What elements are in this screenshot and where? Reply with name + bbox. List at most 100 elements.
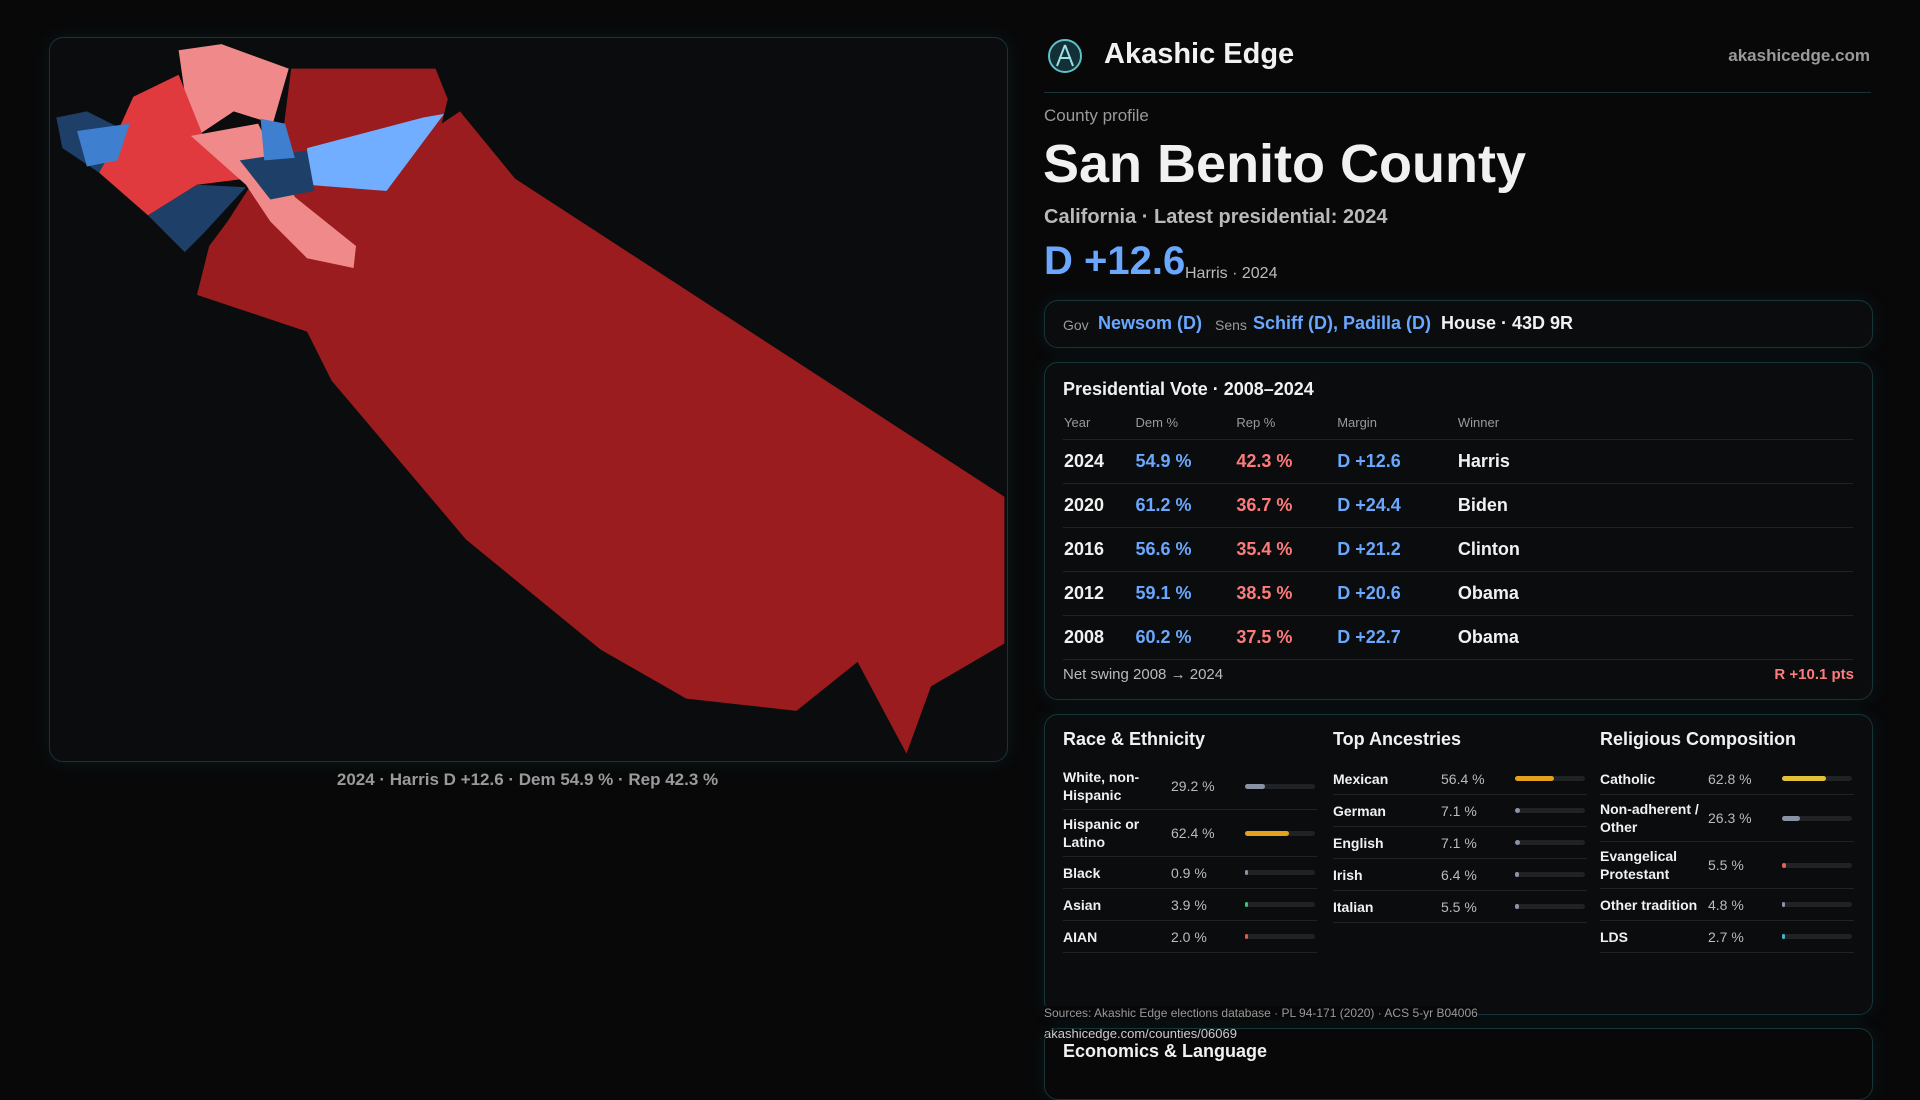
row-value: 3.9 % bbox=[1171, 896, 1207, 913]
bar bbox=[1245, 783, 1266, 789]
precinct bbox=[178, 44, 289, 136]
precinct bbox=[196, 68, 1005, 754]
table-cell: Obama bbox=[1456, 615, 1853, 660]
demographic-row: German 7.1 % bbox=[1333, 795, 1587, 827]
demographic-row: White, non-Hispanic 29.2 % bbox=[1063, 763, 1317, 810]
sens: Schiff (D), Padilla (D) bbox=[1253, 313, 1432, 333]
precinct bbox=[239, 150, 315, 200]
bar-track bbox=[1245, 830, 1315, 836]
bar-track bbox=[1782, 815, 1852, 821]
county-map[interactable] bbox=[50, 38, 1007, 761]
economics-panel: Economics & Language bbox=[1044, 1028, 1873, 1100]
table-cell: 61.2 % bbox=[1134, 483, 1236, 528]
bar bbox=[1782, 815, 1801, 821]
bar bbox=[1515, 776, 1555, 781]
row-label: Catholic bbox=[1600, 770, 1656, 787]
column-header: Margin bbox=[1336, 405, 1457, 440]
row-value: 62.4 % bbox=[1171, 825, 1215, 841]
table-row: 2012 59.1 % 38.5 % D +20.6 Obama bbox=[1063, 571, 1853, 616]
source-url[interactable]: akashicedge.com/counties/06069 bbox=[1044, 1026, 1237, 1041]
table-cell: 59.1 % bbox=[1134, 571, 1236, 616]
table-cell: 38.5 % bbox=[1235, 571, 1337, 616]
bar bbox=[1782, 902, 1786, 907]
bar-track bbox=[1782, 902, 1852, 907]
table-cell: Biden bbox=[1456, 483, 1853, 528]
bar bbox=[1245, 870, 1248, 875]
eyebrow: County profile bbox=[1044, 106, 1149, 125]
bar-track bbox=[1245, 870, 1315, 875]
row-label: German bbox=[1333, 802, 1386, 819]
net-swing-label: Net swing 2008 → 2024 bbox=[1063, 666, 1224, 683]
table-cell: 37.5 % bbox=[1235, 615, 1337, 660]
row-value: 7.1 % bbox=[1441, 834, 1477, 851]
bar bbox=[1782, 934, 1785, 939]
column-title: Religious Composition bbox=[1600, 729, 1796, 749]
bar bbox=[1782, 776, 1826, 781]
bar-track bbox=[1245, 902, 1315, 907]
sources: Sources: Akashic Edge elections database… bbox=[1044, 1006, 1478, 1020]
bar bbox=[1782, 862, 1786, 868]
subtitle: California · Latest presidential: 2024 bbox=[1044, 206, 1388, 228]
demographic-row: Catholic 62.8 % bbox=[1600, 763, 1854, 795]
bar-track bbox=[1515, 808, 1585, 813]
demographic-row: Asian 3.9 % bbox=[1063, 889, 1317, 921]
demographic-row: Other tradition 4.8 % bbox=[1600, 889, 1854, 921]
table-cell: 2016 bbox=[1063, 527, 1135, 572]
table-cell: D +20.6 bbox=[1336, 571, 1457, 616]
row-label: Mexican bbox=[1333, 770, 1389, 787]
brand-name: Akashic Edge bbox=[1104, 38, 1295, 70]
column-header: Winner bbox=[1456, 405, 1853, 440]
demographic-row: Evangelical Protestant 5.5 % bbox=[1600, 842, 1854, 889]
bar-track bbox=[1782, 776, 1852, 781]
bar bbox=[1245, 934, 1248, 939]
bar bbox=[1245, 902, 1248, 907]
row-value: 4.8 % bbox=[1708, 896, 1744, 913]
row-value: 62.8 % bbox=[1708, 770, 1752, 787]
precinct bbox=[260, 118, 295, 161]
margin-note: Harris · 2024 bbox=[1185, 265, 1278, 282]
demographic-row: Hispanic or Latino 62.4 % bbox=[1063, 810, 1317, 857]
row-label: Black bbox=[1063, 864, 1101, 881]
sens-label: Sens bbox=[1215, 317, 1247, 333]
demographic-row: Mexican 56.4 % bbox=[1333, 763, 1587, 795]
row-value: 2.7 % bbox=[1708, 928, 1744, 945]
precinct bbox=[148, 184, 246, 253]
bar-track bbox=[1245, 783, 1315, 789]
site-link[interactable]: akashicedge.com bbox=[1728, 46, 1870, 65]
table-cell: 42.3 % bbox=[1235, 439, 1337, 484]
bar-track bbox=[1782, 862, 1852, 868]
presidential-panel: Presidential Vote · 2008–2024 Year Dem % R… bbox=[1044, 362, 1873, 700]
bar bbox=[1515, 872, 1520, 877]
table-title: Presidential Vote · 2008–2024 bbox=[1063, 379, 1314, 399]
bar-track bbox=[1245, 934, 1315, 939]
demographic-row: LDS 2.7 % bbox=[1600, 921, 1854, 953]
column-header: Year bbox=[1063, 405, 1135, 440]
table-cell: 2012 bbox=[1063, 571, 1135, 616]
demographic-row: Black 0.9 % bbox=[1063, 857, 1317, 889]
table-row: 2008 60.2 % 37.5 % D +22.7 Obama bbox=[1063, 615, 1853, 660]
brand-logo bbox=[1048, 39, 1082, 73]
presidential-table: Year Dem % Rep % Margin Winner 2024 54.9 % 42.3… bbox=[1063, 405, 1853, 660]
row-label: Irish bbox=[1333, 866, 1363, 883]
table-cell: 60.2 % bbox=[1134, 615, 1236, 660]
column-title: Top Ancestries bbox=[1333, 729, 1462, 749]
precinct bbox=[307, 113, 445, 191]
row-value: 6.4 % bbox=[1441, 866, 1477, 883]
bar-track bbox=[1515, 872, 1585, 877]
bar-track bbox=[1515, 840, 1585, 845]
officials-panel: Gov Newsom (D) Sens Schiff (D), Padilla … bbox=[1044, 300, 1873, 348]
table-cell: Harris bbox=[1456, 439, 1853, 484]
row-label: Hispanic or Latino bbox=[1063, 816, 1140, 850]
precinct bbox=[99, 74, 246, 216]
row-label: Non-adherent / Other bbox=[1600, 801, 1699, 835]
row-value: 7.1 % bbox=[1441, 802, 1477, 819]
table-cell: D +12.6 bbox=[1336, 439, 1457, 484]
net-swing: R +10.1 pts bbox=[1774, 666, 1854, 683]
table-row: 2016 56.6 % 35.4 % D +21.2 Clinton bbox=[1063, 527, 1853, 572]
column-header: Dem % bbox=[1134, 405, 1236, 440]
bar bbox=[1515, 840, 1520, 845]
row-label: Other tradition bbox=[1600, 896, 1698, 913]
column-title: Race & Ethnicity bbox=[1063, 729, 1206, 749]
map-caption: 2024 · Harris D +12.6 · Dem 54.9 % · Rep… bbox=[336, 770, 719, 789]
